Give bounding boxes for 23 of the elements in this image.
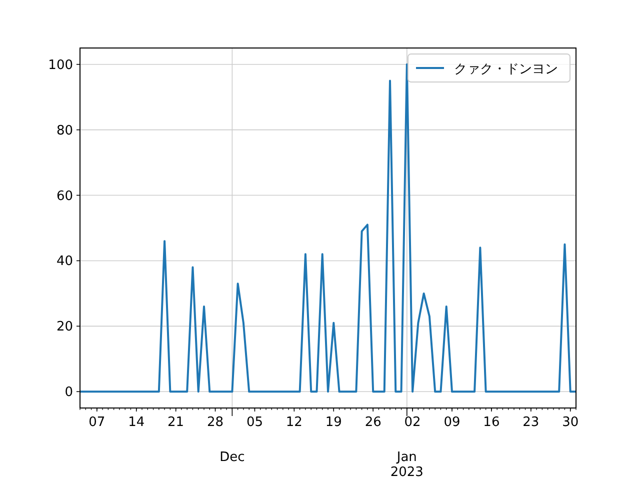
x-tick-label: 26	[364, 415, 382, 430]
x-tick-label: 05	[246, 415, 263, 430]
x-tick-label: 23	[522, 415, 540, 430]
legend-label: クァク・ドンヨン	[454, 62, 558, 77]
x-tick-label: 02	[404, 415, 421, 430]
y-tick-label: 0	[64, 385, 73, 400]
y-tick-label: 80	[56, 123, 73, 138]
x-tick-label: 19	[325, 415, 342, 430]
x-tick-label: 28	[207, 415, 224, 430]
y-tick-label: 40	[56, 254, 73, 270]
y-tick-label: 100	[48, 58, 73, 73]
y-tick-label: 20	[56, 320, 73, 335]
y-tick-label: 60	[56, 188, 73, 204]
x-tick-label: 16	[483, 415, 500, 430]
legend: クァク・ドンヨン	[408, 54, 570, 82]
text: Jan 2023	[390, 450, 424, 480]
x-tick-label: 21	[168, 415, 184, 430]
x-tick-label: 14	[128, 415, 145, 430]
x-tick-label: 09	[444, 415, 460, 430]
x-tick-label: 07	[88, 415, 106, 430]
text: Dec	[220, 450, 245, 465]
x-tick-label: 30	[562, 415, 579, 430]
x-tick-label: 12	[286, 415, 302, 430]
